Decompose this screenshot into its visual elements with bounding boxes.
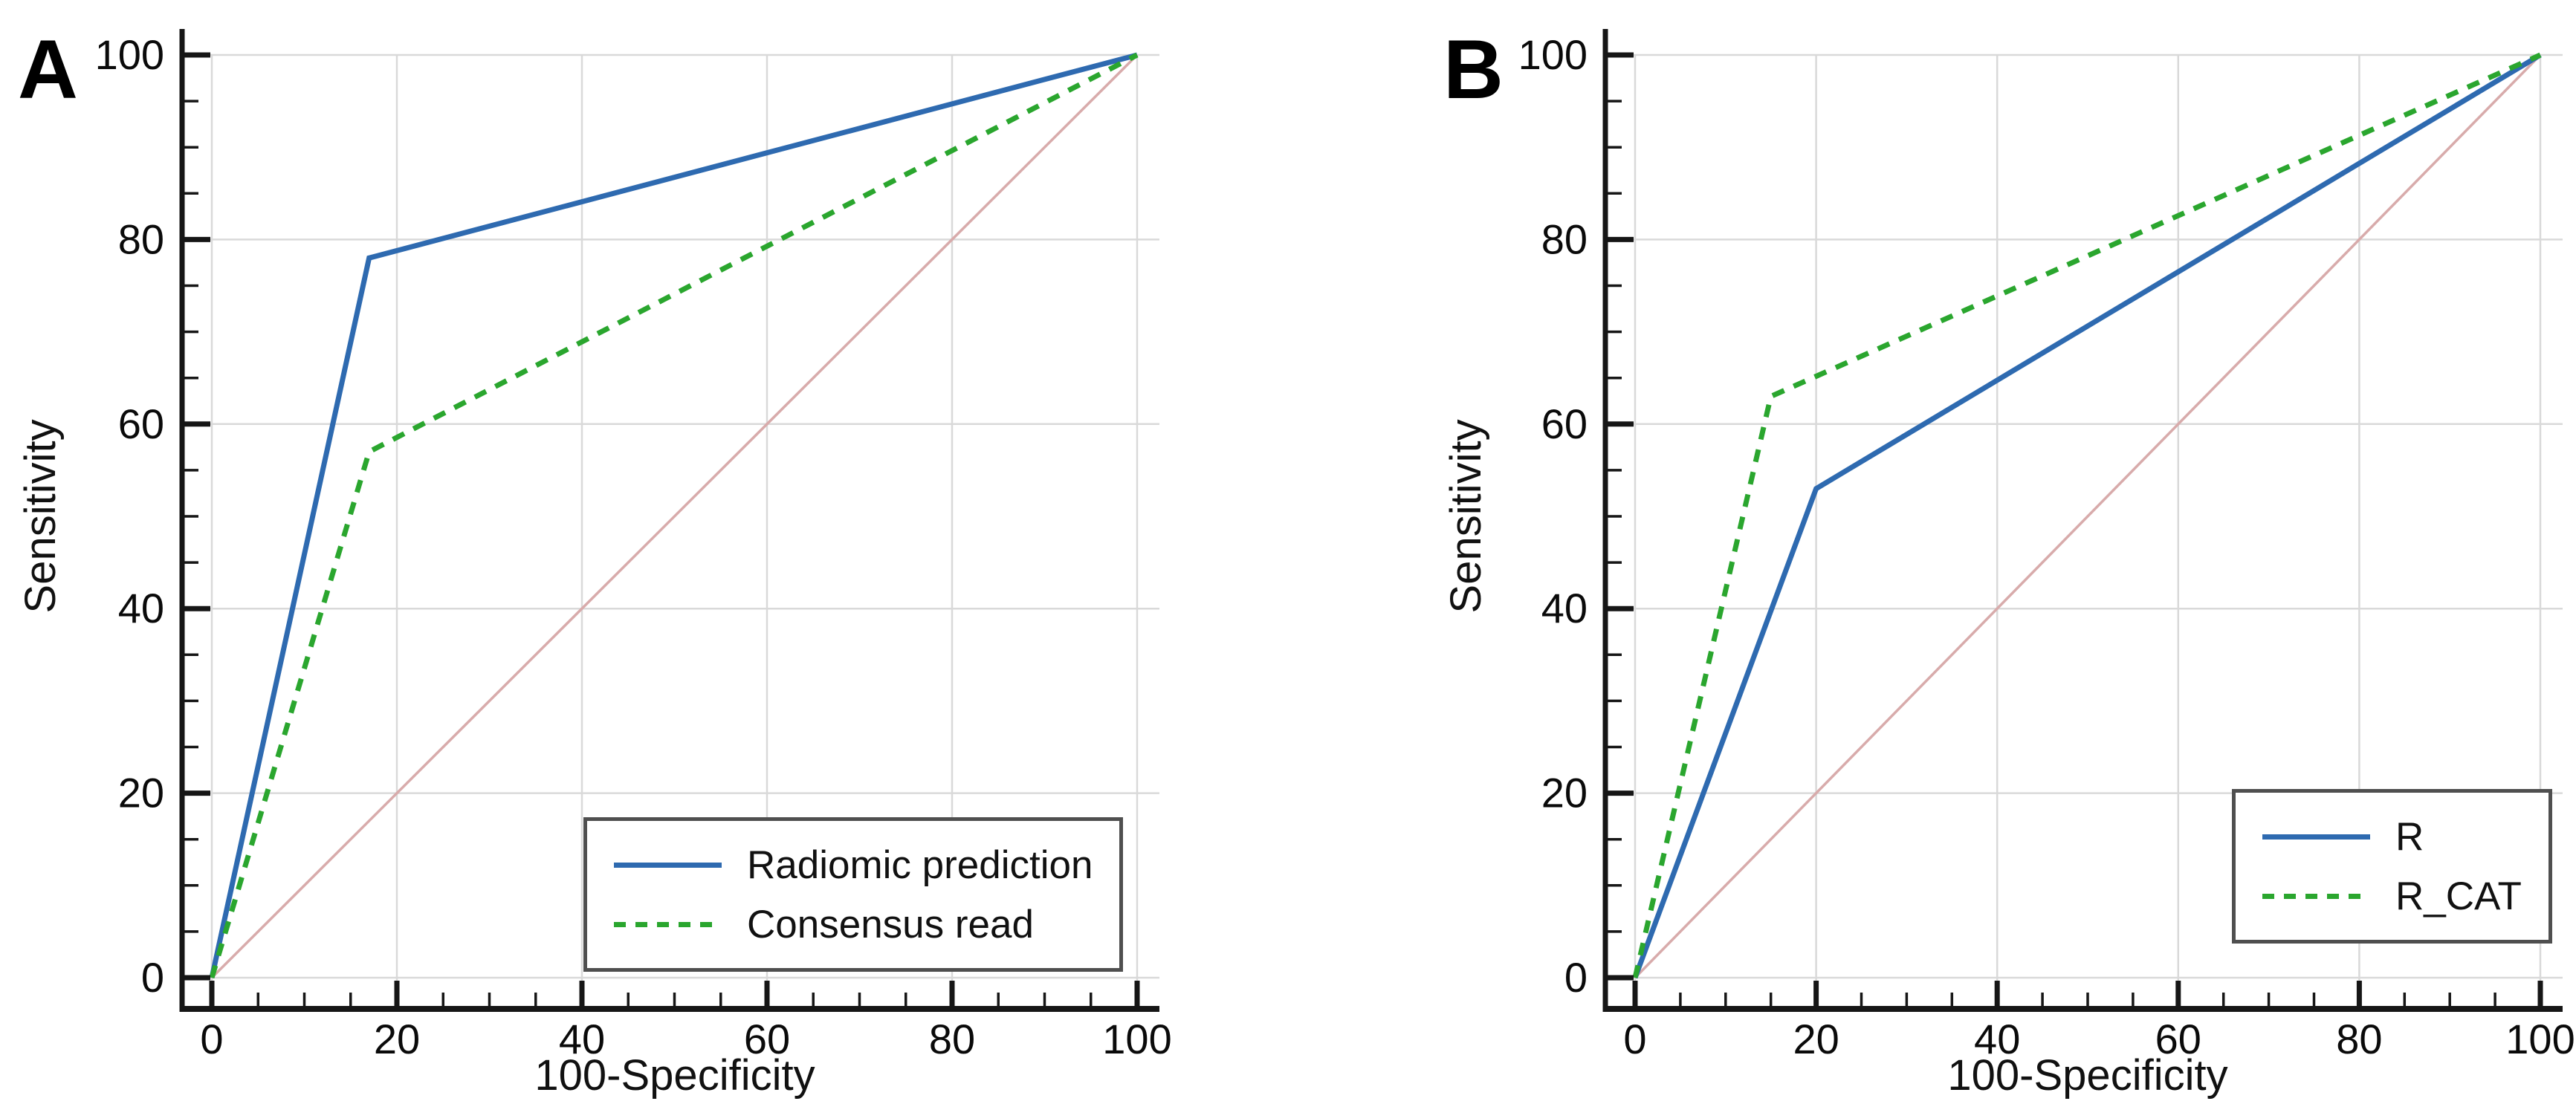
legend-item-consensus-read: Consensus read <box>614 900 1093 949</box>
y-tick-label: 100 <box>95 31 164 78</box>
reference-line-chance-diagonal <box>1634 53 2542 979</box>
legend-label: R <box>2395 814 2424 859</box>
x-tick-label: 0 <box>1623 1016 1646 1062</box>
legend-a: Radiomic prediction Consensus read <box>583 817 1124 972</box>
roc-curve-r-cat <box>1632 52 2542 978</box>
x-tick-label: 80 <box>2336 1016 2382 1062</box>
y-tick-label: 80 <box>118 215 164 262</box>
x-tick-label: 100 <box>1102 1016 1171 1062</box>
dashed-line-sample-icon <box>2262 893 2370 899</box>
solid-line-sample-icon <box>2262 834 2370 840</box>
x-tick-label: 20 <box>374 1016 420 1062</box>
gridlines <box>1605 53 2563 1009</box>
x-tick-label: 20 <box>1793 1016 1839 1062</box>
legend-label: Radiomic prediction <box>747 842 1093 887</box>
x-axis-title-a: 100-Specificity <box>534 1051 815 1100</box>
y-tick-label: 100 <box>1518 31 1588 78</box>
legend-b: R R_CAT <box>2232 789 2552 944</box>
tick-marks <box>182 52 1140 1009</box>
x-tick-label: 100 <box>2505 1016 2575 1062</box>
x-tick-label: 80 <box>929 1016 975 1062</box>
y-axis-title-b: Sensitivity <box>1442 419 1491 614</box>
tick-labels: 0 20 40 60 80 100 0 20 40 60 80 100 <box>1518 31 2575 1062</box>
y-tick-label: 0 <box>1564 954 1588 1001</box>
y-tick-label: 60 <box>1541 400 1588 447</box>
legend-label: Consensus read <box>747 902 1034 946</box>
y-tick-label: 0 <box>141 954 164 1001</box>
x-tick-label: 40 <box>559 1016 605 1062</box>
legend-item-r: R <box>2262 812 2522 861</box>
panel-b: 0 20 40 60 80 100 0 20 40 60 80 100 <box>1518 29 2575 1062</box>
panel-label-b: B <box>1443 23 1504 116</box>
solid-line-sample-icon <box>614 862 722 868</box>
y-axis-title-a: Sensitivity <box>16 419 65 614</box>
x-tick-label: 60 <box>744 1016 790 1062</box>
legend-item-r-cat: R_CAT <box>2262 871 2522 920</box>
y-tick-label: 80 <box>1541 215 1588 262</box>
y-tick-label: 40 <box>118 585 164 631</box>
gridlines <box>182 53 1159 1009</box>
panel-label-a: A <box>18 23 78 116</box>
x-tick-label: 40 <box>1974 1016 2020 1062</box>
reference-line-chance-diagonal <box>210 53 1139 979</box>
roc-curve-radiomic-prediction <box>209 52 1138 978</box>
y-tick-label: 20 <box>118 770 164 816</box>
y-tick-label: 60 <box>118 400 164 447</box>
legend-label: R_CAT <box>2395 874 2522 918</box>
y-tick-label: 40 <box>1541 585 1588 631</box>
roc-curve-r <box>1632 52 2542 979</box>
x-tick-label: 0 <box>200 1016 223 1062</box>
legend-item-radiomic-prediction: Radiomic prediction <box>614 840 1093 889</box>
panel-a: 0 20 40 60 80 100 0 20 40 60 80 100 <box>95 29 1172 1062</box>
y-tick-label: 20 <box>1541 770 1588 816</box>
dashed-line-sample-icon <box>614 921 722 927</box>
x-tick-label: 60 <box>2155 1016 2201 1062</box>
x-axis-title-b: 100-Specificity <box>1947 1051 2228 1100</box>
tick-labels: 0 20 40 60 80 100 0 20 40 60 80 100 <box>95 31 1172 1062</box>
